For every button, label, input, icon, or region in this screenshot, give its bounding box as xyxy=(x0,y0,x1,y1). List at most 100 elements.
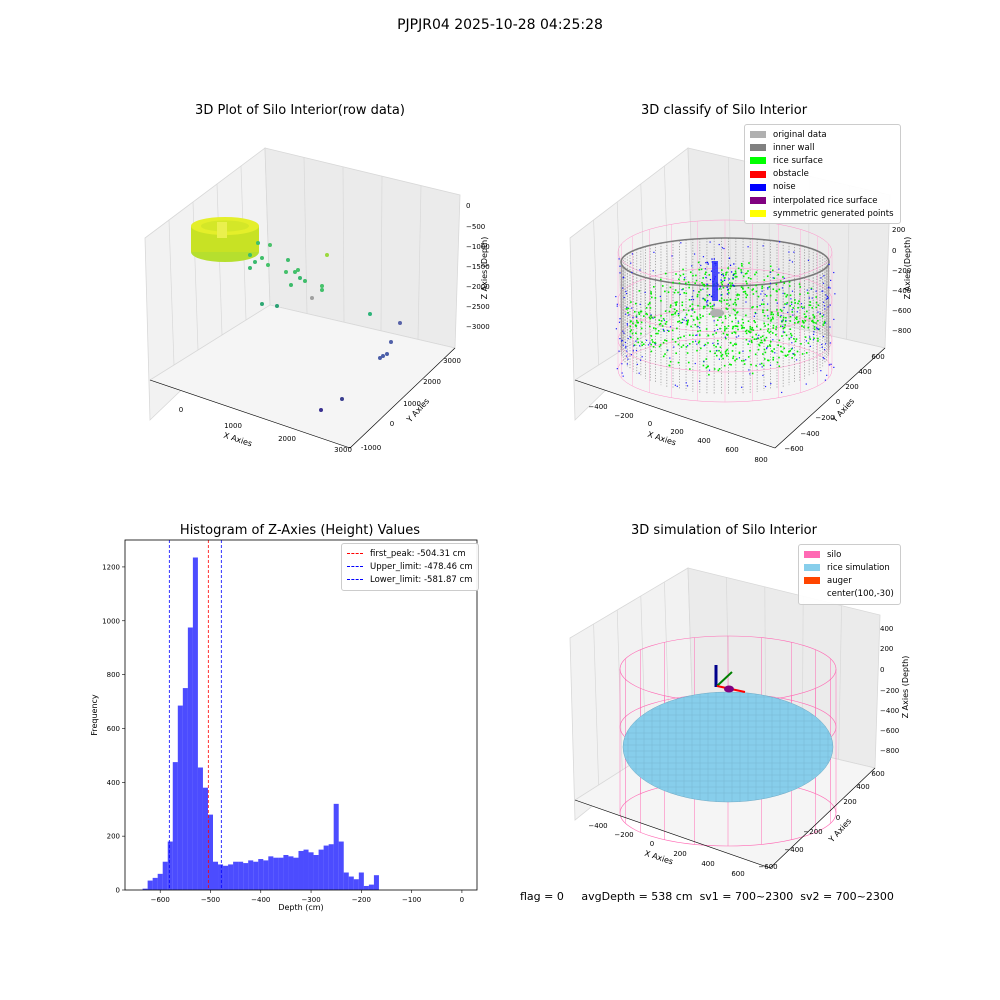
histogram-bar xyxy=(142,888,148,890)
hist-xtick-label: −300 xyxy=(301,896,320,904)
histogram-bar xyxy=(268,856,274,890)
histogram-bar xyxy=(152,877,158,890)
raw-xtick: 2000 xyxy=(278,435,296,443)
histogram-bar xyxy=(373,875,379,890)
legend-item: symmetric generated points xyxy=(750,207,894,220)
raw-ztick: −2500 xyxy=(466,303,490,311)
cls-ytick: −400 xyxy=(800,430,819,438)
cls-ytick: 0 xyxy=(836,398,840,406)
legend-item: inner wall xyxy=(750,141,894,154)
hist-xtick-label: −100 xyxy=(402,896,421,904)
hist-xtick-label: −500 xyxy=(201,896,220,904)
histogram-bar xyxy=(328,844,334,890)
sim-xtick: 400 xyxy=(701,860,714,868)
hist-ytick-label: 800 xyxy=(107,671,120,679)
legend-item: Upper_limit: -478.46 cm xyxy=(347,560,473,573)
hist-ytick-label: 1000 xyxy=(102,617,120,625)
histogram-bar xyxy=(273,857,279,890)
cls-ylabel: Y Axies xyxy=(829,397,856,425)
histogram-bar xyxy=(253,861,259,890)
cls-xtick: −400 xyxy=(588,403,607,411)
sim-ztick: −200 xyxy=(880,687,899,695)
avg-depth-text: avgDepth = 538 cm xyxy=(581,890,693,903)
raw-ztick: −2000 xyxy=(466,283,490,291)
sv1-text: sv1 = 700~2300 xyxy=(699,890,794,903)
histogram-bars xyxy=(142,557,379,890)
legend-item: Lower_limit: -581.87 cm xyxy=(347,573,473,586)
cls-ytick: −600 xyxy=(784,445,803,453)
figure-title: PJPJR04 2025-10-28 04:25:28 xyxy=(397,17,603,33)
cls-ytick: −200 xyxy=(815,414,834,422)
raw-ytick: 1000 xyxy=(403,400,421,408)
histogram-bar xyxy=(228,864,234,890)
histogram-bar xyxy=(358,872,364,890)
sim-ytick: 600 xyxy=(871,770,884,778)
histogram-bar xyxy=(167,841,173,890)
sim-xtick: 0 xyxy=(650,840,654,848)
histogram-bar xyxy=(147,880,153,890)
sim-ztick: −400 xyxy=(880,707,899,715)
classify-3d-plot: −400 −200 0 200 400 600 800 −600 −400 −2… xyxy=(569,147,912,464)
sim-ytick: 400 xyxy=(856,783,869,791)
sim-ytick: 0 xyxy=(836,814,840,822)
raw-scatter-points xyxy=(217,222,402,412)
classify-plot-title: 3D classify of Silo Interior xyxy=(640,103,808,118)
sim-zlabel: Z Axies (Depth) xyxy=(901,656,910,719)
cls-ytick: 400 xyxy=(858,368,871,376)
sim-xtick: 600 xyxy=(731,870,744,878)
histogram-bar xyxy=(187,627,193,890)
sim-ztick: −800 xyxy=(880,747,899,755)
histogram-bar xyxy=(303,849,309,890)
hist-ytick-label: 0 xyxy=(116,887,120,895)
histogram-bar xyxy=(162,861,168,890)
histogram-bar xyxy=(213,861,219,890)
legend-item: obstacle xyxy=(750,168,894,181)
histogram-bar xyxy=(177,705,183,890)
histogram-title: Histogram of Z-Axies (Height) Values xyxy=(179,523,421,538)
raw-ytick: 2000 xyxy=(423,378,441,386)
cls-ztick: 200 xyxy=(892,226,905,234)
hist-xtick-label: −600 xyxy=(151,896,170,904)
histogram-bar xyxy=(202,787,208,890)
histogram-bar xyxy=(368,884,374,890)
sim-xtick: −400 xyxy=(588,822,607,830)
histogram-bar xyxy=(233,861,239,890)
sim-xtick: 200 xyxy=(673,850,686,858)
flag-text: flag = 0 xyxy=(520,890,564,903)
histogram-bar xyxy=(363,885,369,890)
legend-item: noise xyxy=(750,181,894,194)
sim-xtick: −200 xyxy=(614,831,633,839)
cls-xtick: 400 xyxy=(697,437,710,445)
legend-item: auger xyxy=(804,574,894,587)
histogram-bar xyxy=(308,852,314,890)
cls-xtick: 600 xyxy=(725,446,738,454)
hist-ylabel: Frequency xyxy=(90,694,99,736)
simulation-3d-plot: −400 −200 0 200 400 600 −600 −400 −200 0… xyxy=(569,567,910,878)
cls-ztick: −800 xyxy=(892,327,911,335)
classify-legend: original data inner wall rice surface ob… xyxy=(744,124,901,225)
histogram-bar xyxy=(278,857,284,890)
histogram-bar xyxy=(157,873,163,890)
histogram-bar xyxy=(243,863,249,890)
cls-ztick: 0 xyxy=(892,247,896,255)
sim-xlabel: X Axies xyxy=(643,849,674,867)
cls-xtick: 200 xyxy=(670,428,683,436)
hist-ytick-label: 400 xyxy=(107,779,120,787)
cls-ztick: −600 xyxy=(892,307,911,315)
hist-xlabel: Depth (cm) xyxy=(278,903,323,912)
histogram-bar xyxy=(248,860,254,890)
raw-ztick: −1500 xyxy=(466,263,490,271)
histogram-bar xyxy=(263,860,269,890)
histogram-bar xyxy=(333,803,339,890)
simulation-legend: silo rice simulation auger center(100,-3… xyxy=(798,544,901,605)
histogram-bar xyxy=(313,855,319,890)
histogram-bar xyxy=(223,865,229,890)
histogram-bar xyxy=(323,845,329,890)
raw-ytick: 0 xyxy=(390,420,394,428)
cls-xtick: 800 xyxy=(754,456,767,464)
cls-xtick: 0 xyxy=(648,420,652,428)
sim-ytick: −200 xyxy=(803,828,822,836)
histogram-chart: −600 −500 −400 −300 −200 −100 0 0 200 400 600 800 1… xyxy=(90,539,478,912)
cls-ztick: −200 xyxy=(892,267,911,275)
raw-xtick: 1000 xyxy=(224,422,242,430)
